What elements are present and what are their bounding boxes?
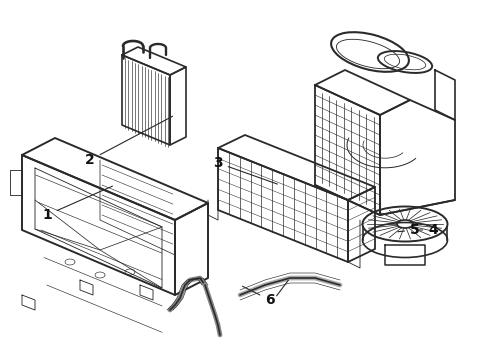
Text: 3: 3 bbox=[213, 156, 277, 184]
Text: 2: 2 bbox=[85, 116, 172, 167]
Text: 1: 1 bbox=[42, 186, 113, 222]
Text: 4: 4 bbox=[418, 223, 438, 237]
Text: 6: 6 bbox=[243, 286, 275, 307]
Text: 5: 5 bbox=[398, 223, 420, 237]
